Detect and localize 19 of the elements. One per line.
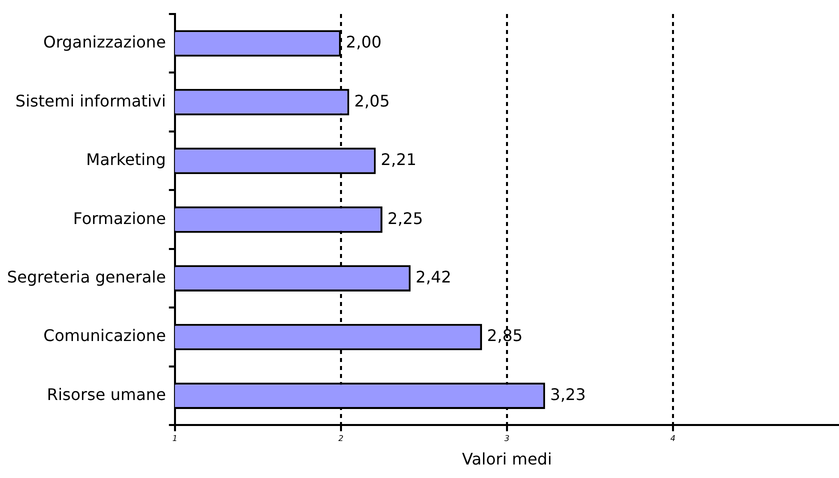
y-tick-label: Sistemi informativi xyxy=(15,91,166,110)
data-label: 2,21 xyxy=(380,150,416,170)
data-label: 2,25 xyxy=(387,208,424,228)
data-label: 2,05 xyxy=(354,91,390,110)
y-tick-label: Segreteria generale xyxy=(6,268,166,286)
data-label: 2,42 xyxy=(416,268,452,286)
x-tick-label: 2 xyxy=(338,434,344,444)
data-label: 2,00 xyxy=(346,32,382,52)
data-label: 2,85 xyxy=(487,326,523,346)
y-tick-label: Marketing xyxy=(86,150,166,170)
y-tick-label: Formazione xyxy=(73,208,166,228)
x-tick-label: 1 xyxy=(172,434,178,444)
y-tick-label: Organizzazione xyxy=(43,32,166,52)
y-tick-label: Comunicazione xyxy=(43,326,166,346)
x-axis-title: Valori medi xyxy=(462,450,552,469)
x-tick-label: 4 xyxy=(670,434,676,444)
y-tick-label: Risorse umane xyxy=(46,384,166,404)
data-label: 3,23 xyxy=(550,384,586,404)
x-tick-label: 3 xyxy=(504,434,510,444)
